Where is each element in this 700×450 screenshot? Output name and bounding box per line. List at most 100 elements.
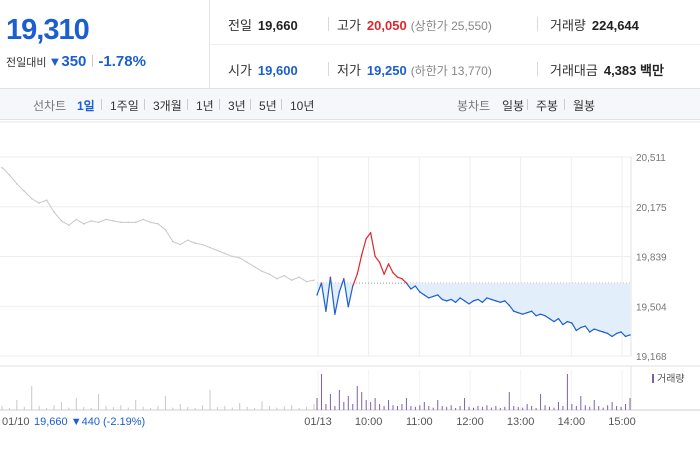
today-point — [566, 320, 569, 323]
tab-monthly-candle[interactable]: 월봉 — [573, 99, 596, 113]
today-line-down-segment — [482, 297, 488, 303]
today-point — [629, 334, 631, 336]
prev-day-point — [313, 279, 315, 281]
today-point — [615, 332, 618, 335]
today-point — [383, 273, 385, 275]
down-triangle-icon: ▼ — [48, 54, 62, 69]
prev-day-point — [164, 228, 167, 231]
prev-day-point — [112, 220, 115, 222]
today-point — [369, 232, 372, 234]
tab-3years[interactable]: 3년 — [228, 99, 246, 113]
stat-value: 20,050 — [366, 18, 407, 33]
tab-1week[interactable]: 1주일 — [110, 99, 139, 113]
today-line-down-segment — [535, 313, 541, 317]
stat-label: 시가 — [228, 63, 252, 78]
prev-day-point — [38, 202, 40, 204]
prev-day-point — [216, 249, 219, 252]
today-point — [580, 326, 582, 329]
today-line-down-segment — [495, 300, 501, 303]
prev-day-summary: 19,660 ▼440 (-2.19%) — [34, 416, 145, 428]
today-line-down-segment — [473, 298, 479, 302]
tab-daily-candle[interactable]: 일봉 — [502, 99, 525, 113]
today-line-down-segment — [544, 315, 550, 320]
change-row: 전일대비 ▼350 -1.78% — [6, 53, 146, 70]
today-line-down-segment — [486, 297, 492, 300]
today-point — [477, 298, 479, 301]
today-line-down-segment — [526, 310, 532, 314]
today-point — [387, 263, 390, 265]
today-line-down-segment — [508, 304, 515, 312]
today-line-down-segment — [316, 282, 323, 296]
today-line-down-segment — [419, 291, 425, 296]
line-chart-group-label: 선차트 — [33, 99, 67, 113]
y-tick-label: 20,175 — [636, 203, 667, 214]
y-tick-label: 19,504 — [636, 302, 667, 313]
prev-day-point — [8, 174, 11, 176]
today-line-down-segment — [531, 310, 537, 317]
today-point — [316, 294, 318, 296]
today-point — [602, 331, 604, 333]
prev-day-point — [75, 218, 78, 221]
today-line-up-segment — [397, 276, 403, 280]
y-tick-label: 19,839 — [636, 253, 667, 264]
tab-3months[interactable]: 3개월 — [153, 99, 182, 113]
prev-day-point — [261, 270, 263, 273]
today-point — [450, 298, 452, 301]
divider — [328, 17, 329, 31]
tab-1day[interactable]: 1일 — [77, 99, 95, 113]
prev-day-point — [134, 221, 137, 224]
today-line-down-segment — [347, 285, 354, 307]
prev-day-point — [246, 261, 248, 264]
today-line-down-segment — [329, 277, 336, 315]
prev-day-point — [253, 265, 256, 268]
volume-legend-swatch — [652, 374, 654, 383]
today-line-down-segment — [571, 322, 577, 331]
current-price: 19,310 — [6, 14, 90, 46]
today-line-down-segment — [620, 331, 626, 337]
change-amount: 350 — [61, 53, 87, 70]
today-point — [526, 312, 528, 314]
y-tick-label: 19,168 — [636, 352, 667, 363]
divider — [92, 55, 94, 67]
tab-weekly-candle[interactable]: 주봉 — [536, 99, 559, 113]
today-line-down-segment — [423, 294, 430, 299]
today-point — [606, 332, 609, 335]
prev-day-point — [53, 211, 55, 213]
stat-label: 거래량 — [550, 18, 586, 33]
tab-1year[interactable]: 1년 — [196, 99, 214, 113]
today-line-down-segment — [343, 278, 349, 307]
today-point — [365, 237, 367, 240]
prev-day-point — [45, 199, 48, 201]
below-prev-close-area — [317, 283, 630, 337]
tab-10years[interactable]: 10년 — [290, 99, 315, 113]
today-line-down-segment — [410, 285, 416, 290]
today-line-down-segment — [442, 298, 447, 302]
today-line-down-segment — [325, 277, 332, 312]
divider — [101, 99, 102, 110]
stat-trade-value: 거래대금 4,383 백만 — [550, 60, 664, 79]
today-point — [495, 300, 497, 302]
today-line-down-segment — [540, 313, 546, 317]
today-point — [352, 285, 354, 287]
stat-label: 저가 — [337, 63, 361, 78]
today-line-down-segment — [602, 331, 608, 335]
divider — [219, 99, 220, 110]
divider — [564, 99, 565, 110]
today-line-down-segment — [459, 297, 465, 302]
today-point — [441, 298, 443, 301]
quote-header: 19,310 전일대비 ▼350 -1.78% 전일 19,660 고가 20,050(… — [0, 0, 700, 89]
stat-value: 4,383 백만 — [603, 63, 664, 78]
prev-day-point — [201, 243, 204, 246]
today-line-up-segment — [356, 254, 363, 275]
today-line-down-segment — [598, 329, 604, 333]
x-tick-label: 12:00 — [456, 416, 484, 428]
today-line-down-segment — [405, 282, 412, 290]
today-line-down-segment — [549, 318, 555, 323]
today-line-down-segment — [491, 298, 497, 302]
today-line-up-segment — [392, 272, 398, 278]
today-line-up-segment — [401, 278, 407, 284]
tab-5years[interactable]: 5년 — [259, 99, 277, 113]
today-point — [548, 317, 551, 320]
today-line-up-segment — [374, 256, 381, 263]
today-point — [472, 300, 475, 302]
